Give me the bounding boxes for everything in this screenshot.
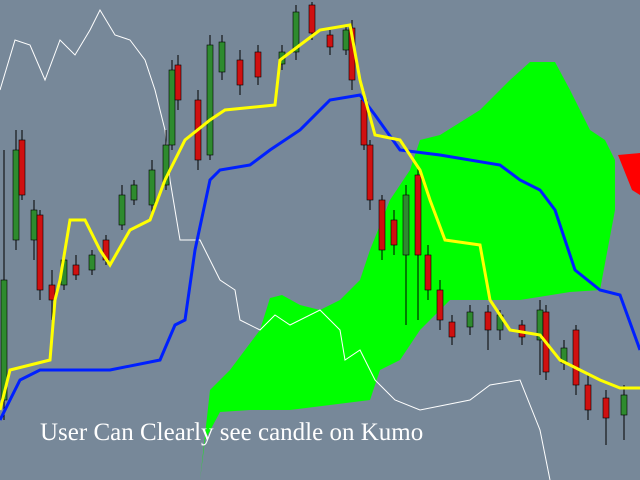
- kijun-line: [0, 93, 640, 421]
- chikou-line: [0, 8, 551, 480]
- kumo-bearish: [618, 153, 640, 195]
- kumo-bullish: [200, 62, 615, 480]
- annotation: User Can Clearly see candle on Kumo: [40, 419, 423, 446]
- tenkan-line: [0, 23, 640, 411]
- candles: [0, 2, 628, 445]
